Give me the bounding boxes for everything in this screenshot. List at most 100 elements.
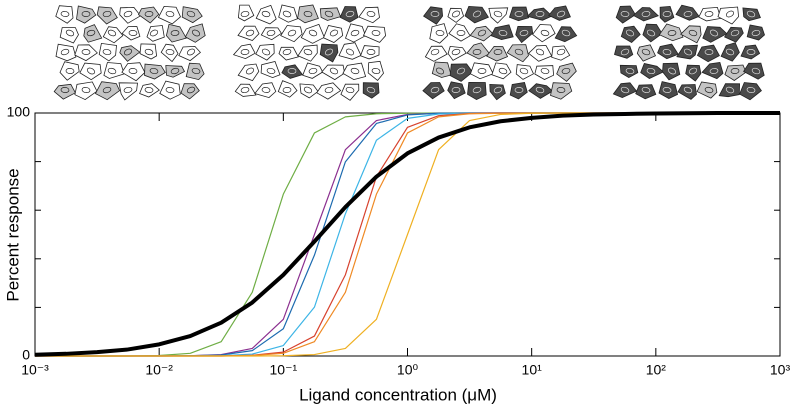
cell bbox=[255, 43, 275, 61]
nucleus bbox=[81, 49, 91, 55]
nucleus bbox=[662, 11, 672, 17]
nucleus bbox=[123, 10, 133, 18]
cell bbox=[429, 23, 449, 44]
nucleus bbox=[261, 48, 271, 56]
x-axis-title: Ligand concentration (μM) bbox=[299, 385, 497, 404]
nucleus bbox=[102, 10, 112, 18]
nucleus bbox=[493, 10, 503, 18]
nucleus bbox=[102, 48, 112, 56]
cell bbox=[137, 6, 160, 24]
nucleus bbox=[308, 29, 318, 37]
cell bbox=[527, 45, 553, 62]
cell bbox=[234, 83, 257, 97]
cell bbox=[280, 25, 303, 43]
nucleus bbox=[667, 30, 677, 36]
nucleus bbox=[240, 49, 250, 55]
cell bbox=[299, 83, 319, 99]
cell bbox=[675, 4, 700, 21]
nucleus bbox=[128, 30, 138, 36]
nucleus bbox=[451, 10, 461, 18]
cell bbox=[121, 62, 146, 82]
cell bbox=[362, 82, 380, 99]
nucleus bbox=[60, 11, 70, 17]
cell bbox=[506, 44, 529, 63]
nucleus bbox=[81, 87, 91, 93]
nucleus bbox=[472, 49, 482, 55]
cell bbox=[431, 61, 452, 78]
nucleus bbox=[561, 29, 571, 37]
nucleus bbox=[366, 49, 376, 55]
nucleus bbox=[561, 67, 571, 75]
nucleus bbox=[60, 48, 70, 56]
nucleus bbox=[186, 86, 196, 94]
cell bbox=[255, 4, 277, 25]
nucleus bbox=[81, 11, 91, 17]
cell bbox=[491, 62, 512, 80]
cell bbox=[696, 44, 720, 63]
cell bbox=[185, 62, 205, 81]
cell bbox=[94, 81, 121, 101]
cell bbox=[612, 82, 638, 99]
nucleus bbox=[287, 29, 297, 37]
cell bbox=[180, 83, 200, 100]
nucleus bbox=[191, 29, 201, 37]
nucleus bbox=[65, 68, 75, 74]
cell bbox=[121, 26, 141, 41]
nucleus bbox=[86, 29, 96, 37]
cell bbox=[74, 44, 98, 62]
nucleus bbox=[556, 87, 566, 93]
cell bbox=[676, 44, 699, 60]
nucleus bbox=[751, 67, 761, 75]
y-axis-title: Percent response bbox=[3, 168, 22, 301]
nucleus bbox=[165, 87, 175, 93]
nucleus bbox=[170, 30, 180, 36]
cell bbox=[632, 7, 660, 22]
cell bbox=[685, 64, 702, 82]
cell bbox=[746, 24, 765, 41]
cell bbox=[362, 25, 387, 43]
cell bbox=[717, 6, 740, 25]
cell bbox=[447, 7, 465, 23]
cell bbox=[367, 60, 384, 81]
cell bbox=[260, 61, 281, 79]
nucleus bbox=[303, 11, 313, 17]
cell bbox=[658, 81, 679, 99]
cell bbox=[635, 84, 657, 100]
cell bbox=[698, 6, 722, 22]
cell bbox=[534, 65, 555, 80]
cell bbox=[278, 4, 298, 23]
cell bbox=[466, 42, 491, 60]
nucleus bbox=[366, 11, 376, 17]
cell bbox=[662, 62, 681, 81]
nucleus bbox=[303, 48, 313, 56]
curve bbox=[35, 112, 780, 357]
nucleus bbox=[430, 86, 440, 94]
nucleus bbox=[472, 10, 482, 18]
cell bbox=[467, 81, 487, 101]
nucleus bbox=[186, 48, 196, 56]
nucleus bbox=[329, 67, 339, 75]
nucleus bbox=[261, 87, 271, 93]
cell bbox=[302, 62, 324, 79]
cell bbox=[146, 25, 165, 42]
cell bbox=[515, 64, 535, 80]
nucleus bbox=[514, 87, 524, 93]
nucleus bbox=[287, 68, 297, 74]
cell bbox=[424, 45, 448, 62]
cell bbox=[119, 6, 142, 24]
cell-illustrations bbox=[53, 4, 765, 101]
nucleus bbox=[746, 49, 756, 55]
cell bbox=[658, 23, 684, 42]
nucleus bbox=[60, 87, 70, 93]
nucleus bbox=[683, 86, 693, 94]
x-tick-label: 10³ bbox=[770, 362, 791, 378]
cell bbox=[74, 81, 98, 101]
cell bbox=[551, 45, 571, 61]
cell bbox=[159, 80, 181, 100]
cell bbox=[486, 45, 509, 62]
cell bbox=[488, 7, 509, 24]
nucleus bbox=[683, 11, 693, 17]
cell bbox=[165, 65, 186, 78]
nucleus bbox=[725, 48, 735, 56]
